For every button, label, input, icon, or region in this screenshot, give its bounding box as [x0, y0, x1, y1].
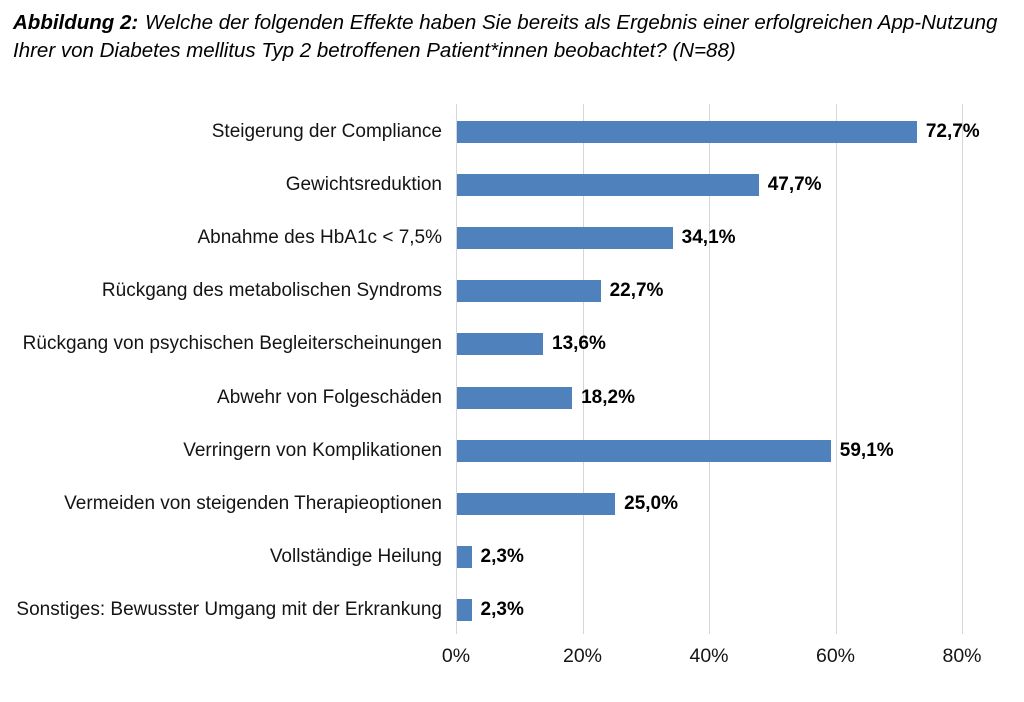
gridline — [835, 104, 837, 634]
bar — [457, 439, 831, 462]
bar — [457, 227, 673, 250]
figure-caption-label: Abbildung 2: — [13, 11, 139, 34]
gridline — [962, 104, 963, 634]
category-label: Abnahme des HbA1c < 7,5% — [197, 227, 442, 249]
gridline — [582, 104, 584, 634]
bar — [457, 280, 601, 303]
category-label: Abwehr von Folgeschäden — [217, 386, 442, 408]
category-label: Rückgang des metabolischen Syndroms — [101, 280, 442, 302]
bar — [457, 492, 616, 515]
figure-caption-text: Welche der folgenden Effekte haben Sie b… — [13, 11, 998, 62]
category-label: Sonstiges: Bewusster Umgang mit der Erkr… — [16, 598, 442, 620]
category-label: Gewichtsreduktion — [285, 174, 442, 196]
figure-caption: Abbildung 2: Welche der folgenden Effekte… — [13, 9, 1015, 65]
category-label: Verringern von Komplikationen — [183, 439, 442, 461]
value-label: 2,3% — [480, 545, 524, 567]
bar — [457, 545, 472, 568]
category-label: Vermeiden von steigenden Therapieoptione… — [64, 492, 442, 514]
value-label: 34,1% — [681, 227, 736, 249]
bar — [457, 333, 544, 356]
category-label: Vollständige Heilung — [269, 545, 442, 567]
category-label: Rückgang von psychischen Begleiterschein… — [22, 333, 442, 355]
value-label: 72,7% — [925, 121, 980, 142]
value-label: 13,6% — [552, 333, 606, 355]
value-label: 47,7% — [767, 174, 822, 196]
x-tick-label: 60% — [815, 645, 856, 667]
bar — [457, 598, 472, 621]
category-label: Steigerung der Compliance — [211, 121, 442, 142]
value-label: 22,7% — [609, 280, 664, 302]
x-tick-label: 80% — [942, 645, 982, 667]
bar — [457, 121, 917, 143]
gridline — [456, 104, 457, 634]
x-tick-label: 40% — [689, 645, 729, 667]
x-tick-label: 20% — [562, 645, 603, 667]
x-tick-label: 0% — [441, 645, 471, 667]
value-label: 59,1% — [839, 439, 894, 461]
bar — [457, 386, 573, 409]
value-label: 18,2% — [581, 386, 635, 408]
gridline — [709, 104, 710, 634]
value-label: 25,0% — [624, 492, 678, 514]
bar — [457, 174, 759, 197]
value-label: 2,3% — [480, 598, 524, 620]
